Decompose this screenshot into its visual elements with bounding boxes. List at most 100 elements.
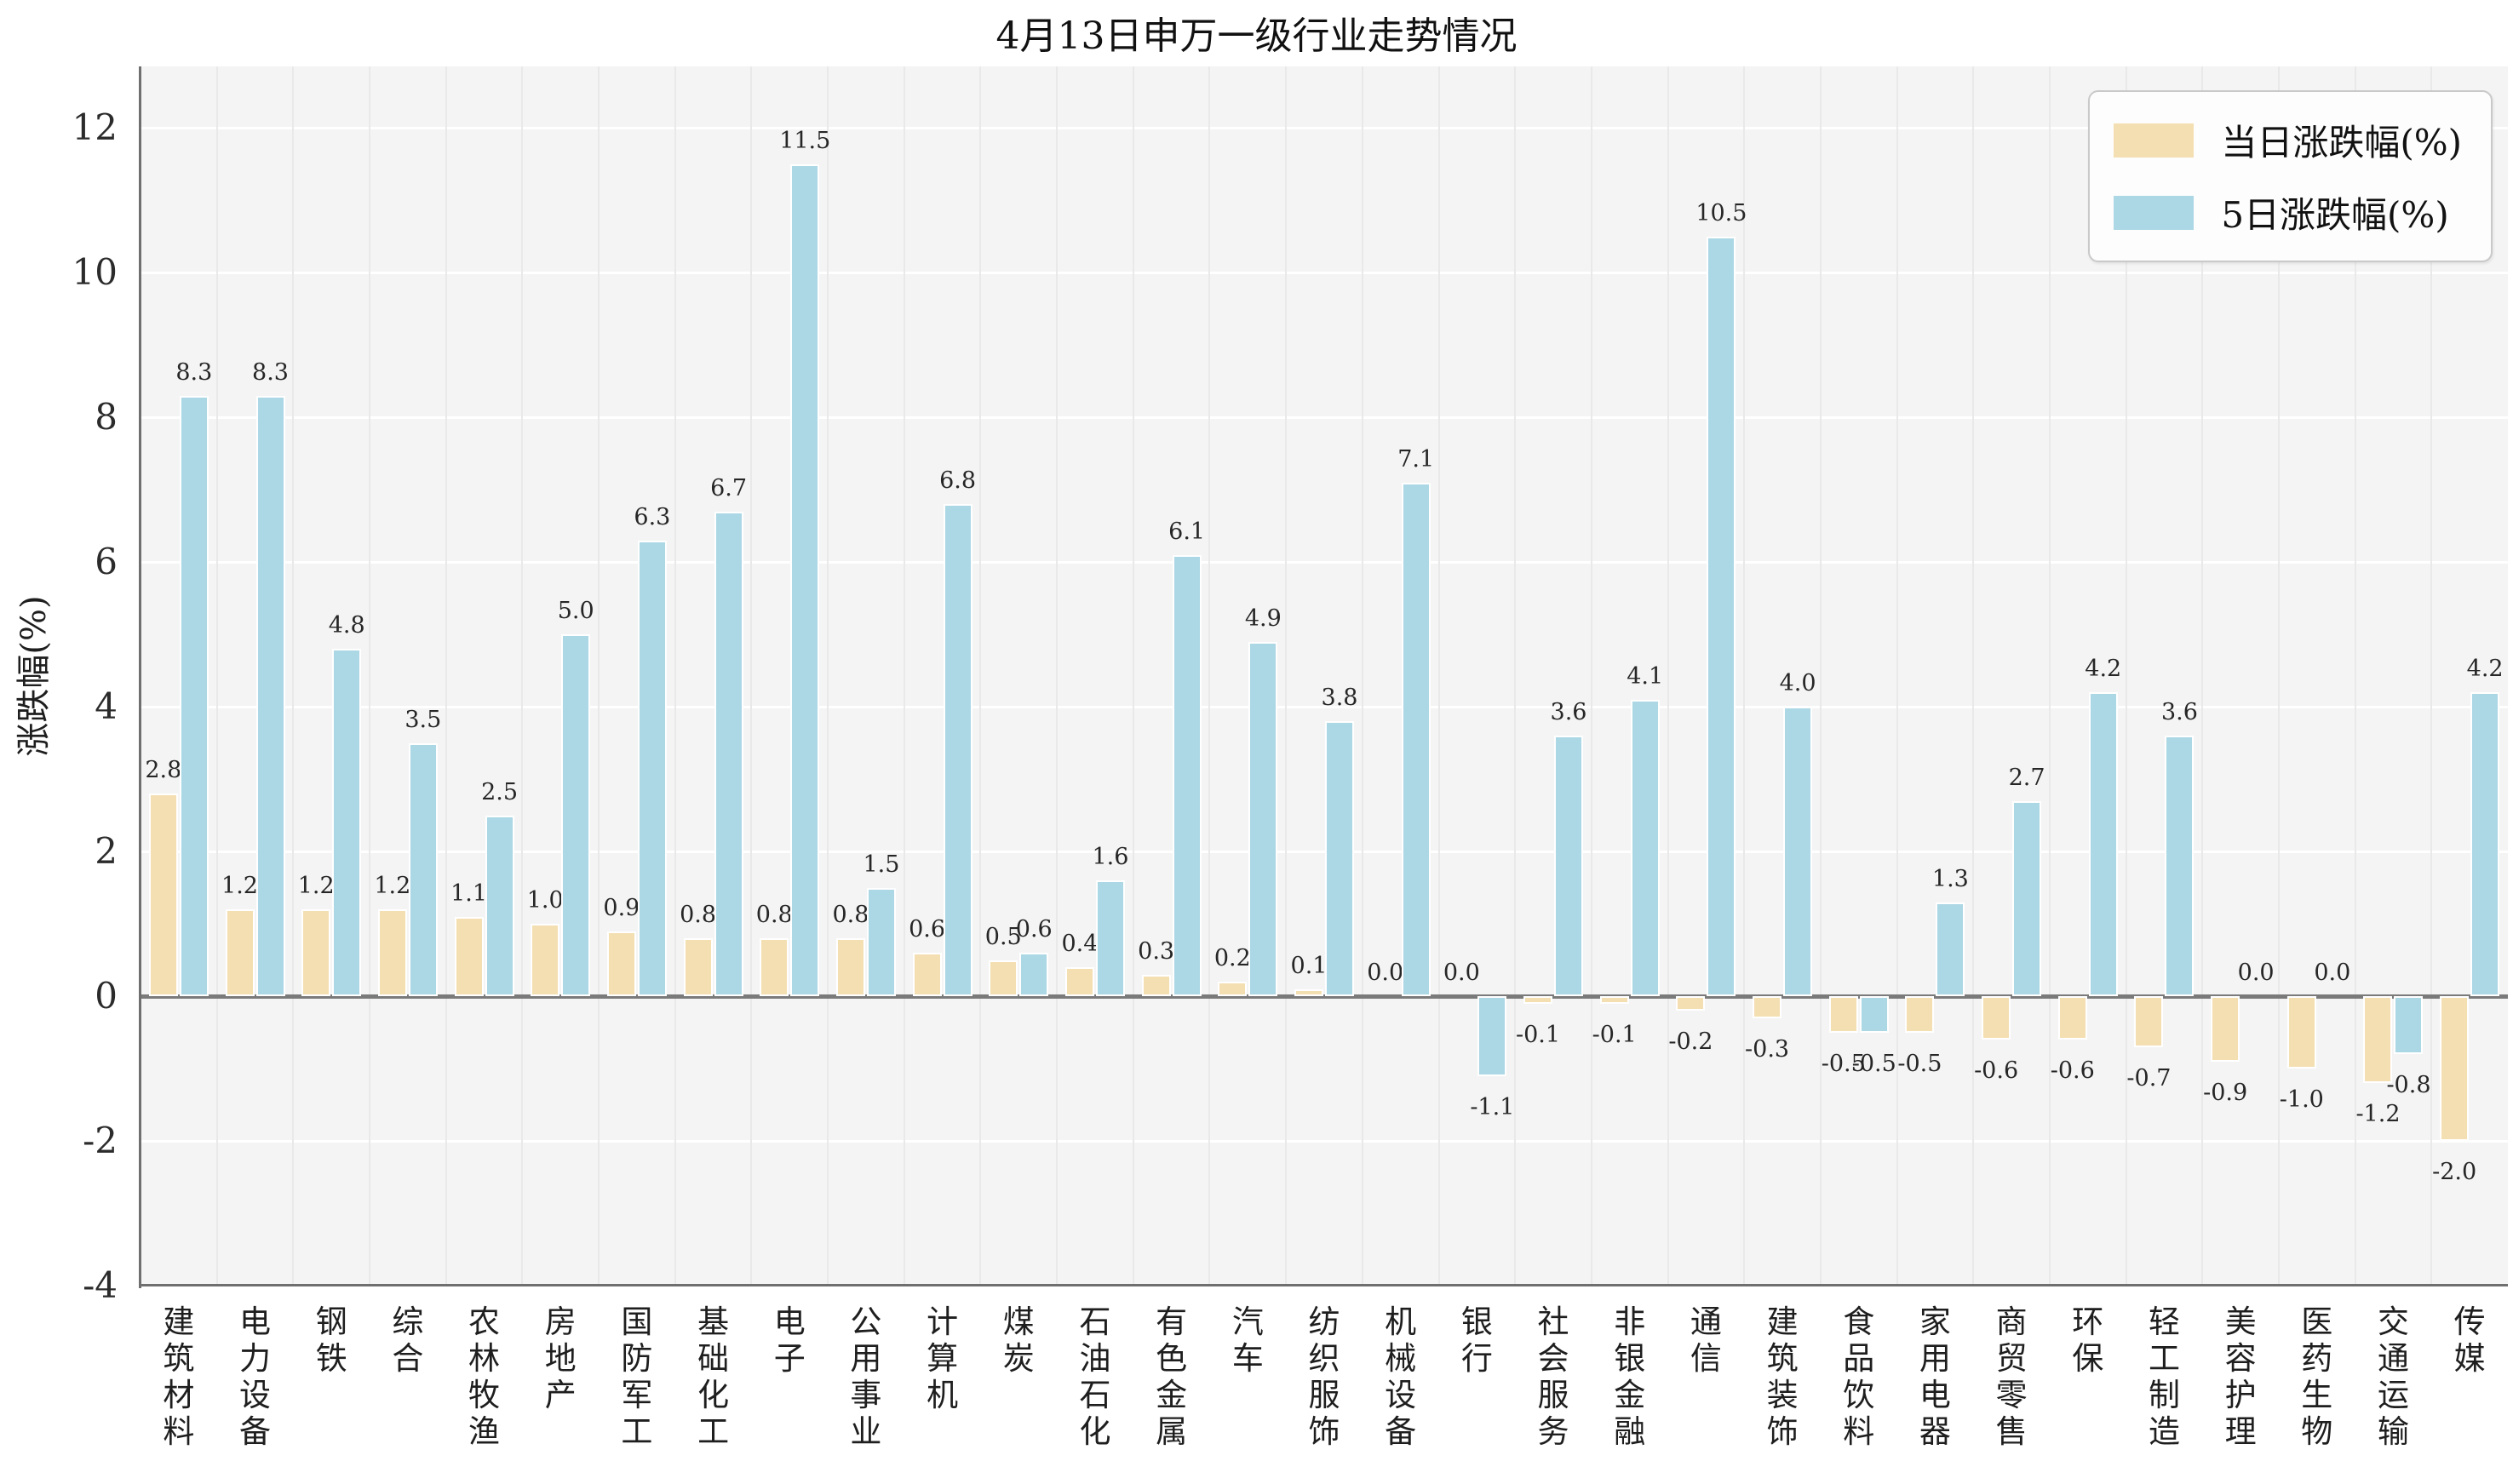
- value-label-daily-综合: 1.2: [374, 873, 411, 899]
- bar-5day-机械设备: [1401, 482, 1431, 996]
- bar-5day-传媒: [2470, 692, 2500, 996]
- bar-5day-计算机: [943, 504, 972, 996]
- gridline-x-24: [1972, 66, 1975, 1286]
- x-tick-煤炭: 煤 炭: [1002, 1304, 1035, 1377]
- gridline-x-20: [1667, 66, 1669, 1286]
- x-tick-建筑装饰: 建 筑 装 饰: [1766, 1304, 1799, 1450]
- bar-daily-建筑装饰: [1753, 996, 1782, 1018]
- y-tick-8: 8: [95, 396, 118, 438]
- bar-daily-电子: [760, 938, 789, 996]
- x-tick-计算机: 计 算 机: [927, 1304, 959, 1413]
- gridline-x-13: [1132, 66, 1134, 1286]
- y-axis-label: 涨跌幅(%): [14, 595, 54, 757]
- x-tick-非银金融: 非 银 金 融: [1614, 1304, 1646, 1450]
- bar-5day-房地产: [561, 634, 591, 996]
- bar-5day-钢铁: [332, 649, 362, 996]
- bar-daily-非银金融: [1599, 996, 1629, 1004]
- legend-swatch-daily: [2114, 123, 2195, 158]
- bar-5day-汽车: [1248, 641, 1278, 996]
- value-label-daily-汽车: 0.2: [1213, 945, 1251, 971]
- bar-daily-通信: [1676, 996, 1706, 1011]
- value-label-daily-有色金属: 0.3: [1138, 937, 1175, 965]
- gridline-x-21: [1743, 66, 1746, 1286]
- x-tick-轻工制造: 轻 工 制 造: [2148, 1304, 2180, 1450]
- value-label-5day-医药生物: 0.0: [2314, 960, 2351, 986]
- y-tick--4: -4: [83, 1264, 118, 1306]
- value-label-daily-商贸零售: -0.6: [1974, 1057, 2019, 1084]
- gridline-x-18: [1514, 66, 1517, 1286]
- value-label-5day-传媒: 4.2: [2466, 656, 2504, 682]
- value-label-5day-通信: 10.5: [1695, 199, 1747, 226]
- value-label-5day-计算机: 6.8: [939, 467, 977, 494]
- gridline-x-7: [674, 66, 676, 1286]
- y-tick-2: 2: [95, 830, 118, 872]
- value-label-5day-轻工制造: 3.6: [2160, 699, 2198, 725]
- x-tick-公用事业: 公 用 事 业: [850, 1304, 882, 1450]
- value-label-daily-轻工制造: -0.7: [2126, 1064, 2172, 1092]
- x-tick-家用电器: 家 用 电 器: [1919, 1304, 1951, 1450]
- gridline-x-11: [979, 66, 982, 1286]
- x-tick-环保: 环 保: [2072, 1304, 2104, 1377]
- x-tick-社会服务: 社 会 服 务: [1537, 1304, 1569, 1450]
- y-tick-4: 4: [95, 685, 118, 727]
- x-tick-汽车: 汽 车: [1231, 1304, 1264, 1377]
- x-axis-spine: [139, 1284, 2508, 1286]
- value-label-daily-非银金融: -0.1: [1592, 1021, 1637, 1048]
- value-label-daily-计算机: 0.6: [909, 916, 946, 943]
- x-tick-建筑材料: 建 筑 材 料: [163, 1304, 195, 1450]
- legend-item-daily: 当日涨跌幅(%): [2114, 114, 2462, 166]
- x-tick-医药生物: 医 药 生 物: [2301, 1304, 2333, 1450]
- y-tick-6: 6: [95, 541, 118, 582]
- x-tick-传媒: 传 媒: [2453, 1304, 2486, 1377]
- bar-daily-美容护理: [2211, 996, 2240, 1062]
- value-label-daily-食品饮料: -0.5: [1821, 1050, 1866, 1077]
- x-tick-机械设备: 机 械 设 备: [1385, 1304, 1417, 1450]
- value-label-daily-电力设备: 1.2: [221, 873, 258, 899]
- bar-5day-电力设备: [255, 395, 285, 996]
- bar-daily-计算机: [912, 953, 942, 996]
- gridline-x-26: [2125, 66, 2127, 1286]
- bar-5day-银行: [1477, 996, 1507, 1076]
- x-tick-电子: 电 子: [773, 1304, 806, 1377]
- bar-5day-食品饮料: [1859, 996, 1889, 1033]
- value-label-5day-房地产: 5.0: [557, 598, 594, 624]
- x-tick-钢铁: 钢 铁: [315, 1304, 347, 1377]
- bar-5day-纺织服饰: [1325, 721, 1354, 996]
- bar-5day-环保: [2088, 692, 2118, 996]
- bar-daily-传媒: [2440, 996, 2470, 1141]
- value-label-daily-钢铁: 1.2: [297, 873, 335, 899]
- value-label-5day-农林牧渔: 2.5: [481, 778, 519, 805]
- bar-daily-商贸零售: [1982, 996, 2011, 1040]
- value-label-5day-银行: -1.1: [1470, 1093, 1515, 1120]
- gridline-y-8: [141, 416, 2508, 419]
- gridline-x-4: [445, 66, 447, 1286]
- x-tick-电力设备: 电 力 设 备: [239, 1304, 272, 1450]
- bar-daily-环保: [2057, 996, 2087, 1040]
- bar-5day-通信: [1707, 236, 1736, 996]
- gridline-x-5: [521, 66, 524, 1286]
- bar-daily-医药生物: [2286, 996, 2316, 1069]
- bar-daily-石油石化: [1064, 967, 1094, 996]
- legend: 当日涨跌幅(%) 5日涨跌幅(%): [2088, 90, 2493, 262]
- x-tick-纺织服饰: 纺 织 服 饰: [1308, 1304, 1340, 1450]
- value-label-daily-房地产: 1.0: [526, 887, 564, 914]
- gridline-x-1: [215, 66, 218, 1286]
- x-tick-美容护理: 美 容 护 理: [2224, 1304, 2257, 1450]
- x-tick-农林牧渔: 农 林 牧 渔: [468, 1304, 501, 1450]
- value-label-daily-传媒: -2.0: [2432, 1159, 2477, 1185]
- value-label-5day-公用事业: 1.5: [863, 851, 900, 878]
- value-label-5day-国防军工: 6.3: [634, 503, 671, 530]
- x-tick-石油石化: 石 油 石 化: [1079, 1304, 1111, 1450]
- value-label-5day-家用电器: 1.3: [1931, 865, 1969, 892]
- value-label-daily-纺织服饰: 0.1: [1290, 952, 1328, 979]
- value-label-5day-商贸零售: 2.7: [2008, 764, 2045, 791]
- bar-5day-商贸零售: [2012, 800, 2042, 996]
- value-label-5day-煤炭: 0.6: [1015, 916, 1053, 943]
- x-tick-有色金属: 有 色 金 属: [1156, 1304, 1188, 1450]
- gridline-x-9: [827, 66, 829, 1286]
- gridline-y-2: [141, 851, 2508, 853]
- bar-daily-有色金属: [1141, 974, 1171, 996]
- bar-5day-社会服务: [1554, 736, 1584, 996]
- value-label-daily-通信: -0.2: [1668, 1028, 1713, 1055]
- value-label-5day-石油石化: 1.6: [1092, 844, 1129, 870]
